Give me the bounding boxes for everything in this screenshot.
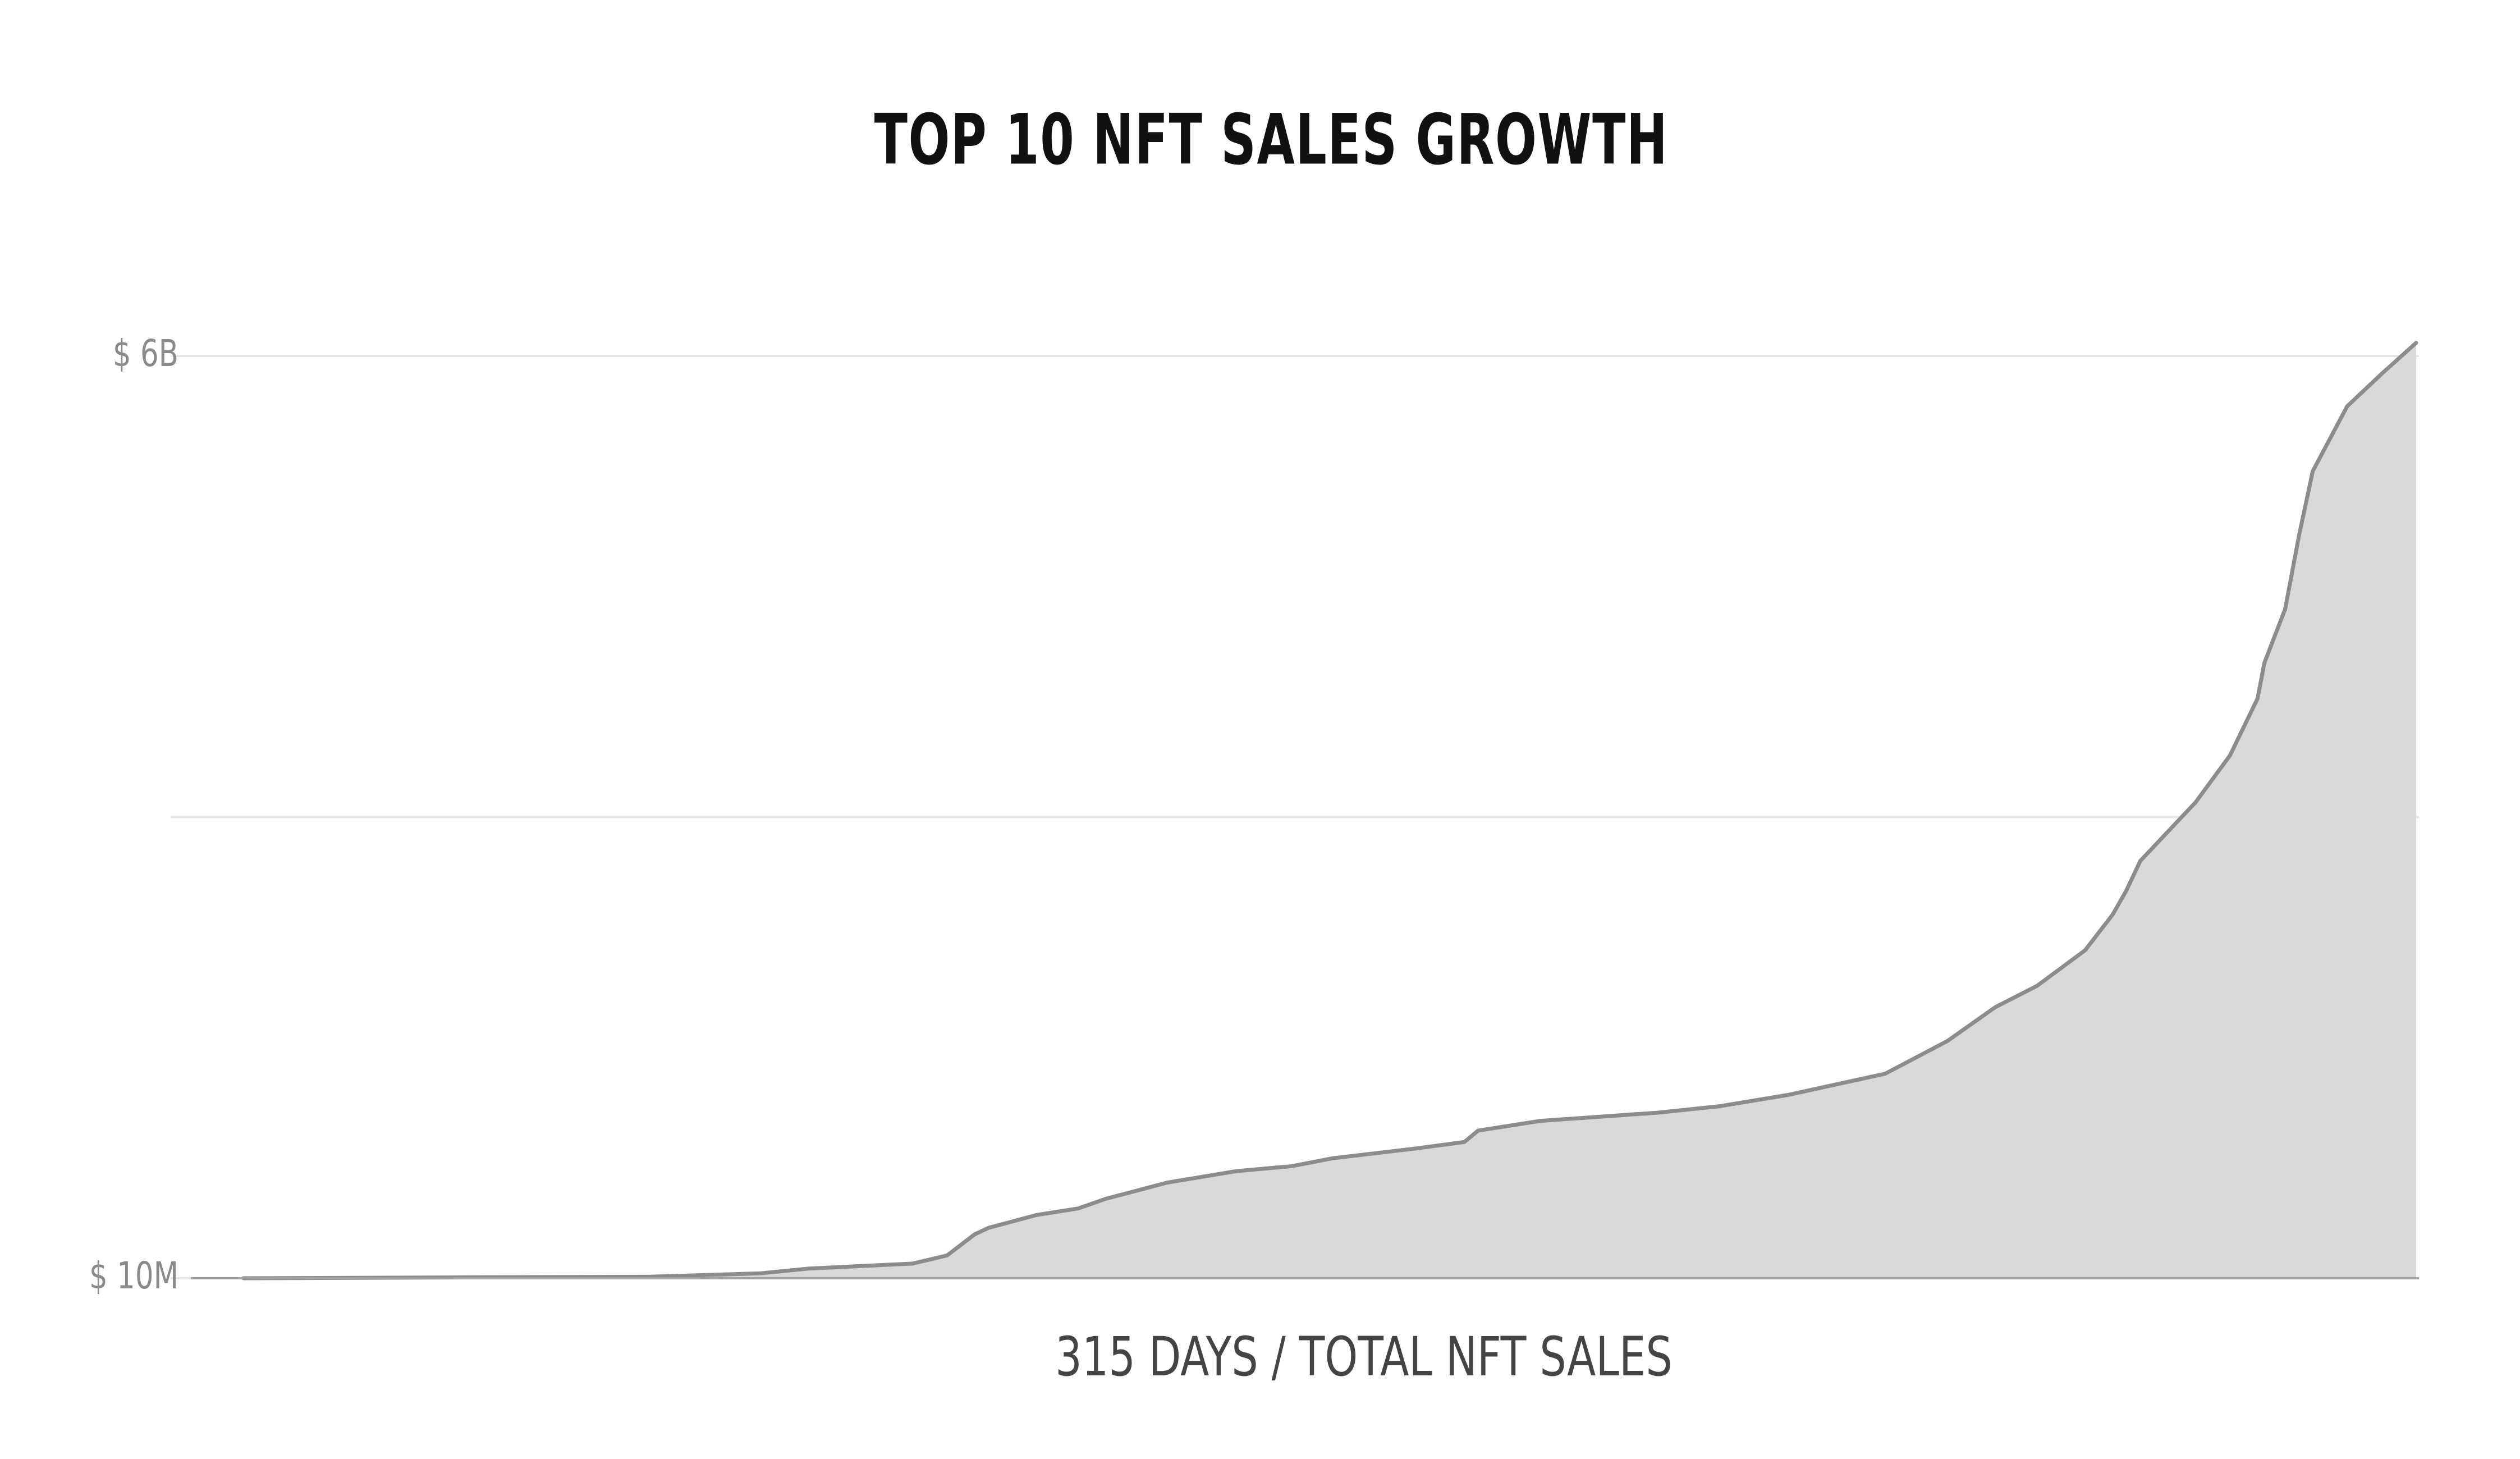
chart-title: TOP 10 NFT SALES GROWTH: [874, 100, 1669, 181]
area-fill: [244, 342, 2416, 1279]
x-axis-label: 315 DAYS / TOTAL NFT SALES: [1055, 1326, 1673, 1389]
area-line: [241, 341, 2418, 1280]
y-tick-label: $ 10M: [89, 1254, 178, 1297]
y-tick-label: $ 6B: [113, 332, 178, 375]
